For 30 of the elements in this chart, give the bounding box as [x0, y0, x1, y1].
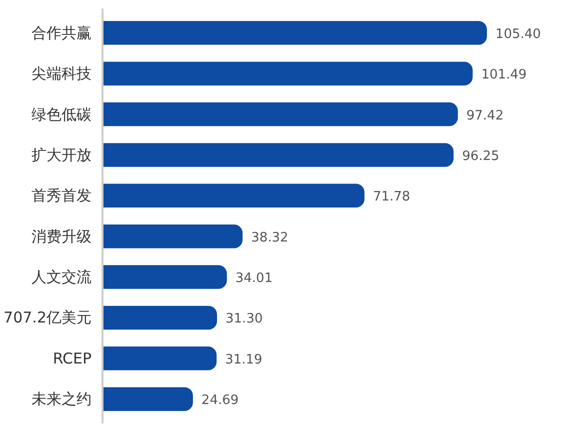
data-label: 71.78 — [372, 190, 410, 205]
bar — [102, 346, 217, 370]
data-label: 31.30 — [226, 312, 263, 327]
y-tick-label: 扩大开放 — [32, 146, 92, 164]
y-tick-label: 绿色低碳 — [32, 105, 92, 124]
bar — [102, 143, 454, 167]
bar — [102, 224, 243, 248]
data-label: 34.01 — [235, 271, 273, 286]
data-label: 96.25 — [462, 148, 500, 164]
y-tick-label: 首秀首发 — [32, 186, 92, 205]
data-label: 101.49 — [481, 68, 527, 83]
y-tick-label: 707.2亿美元 — [4, 308, 92, 327]
y-tick-label: 合作共赢 — [32, 24, 92, 42]
bar — [102, 265, 227, 289]
y-tick-label: 尖端科技 — [32, 64, 92, 83]
y-tick-label: RCEP — [52, 349, 92, 368]
y-tick-label: 未来之约 — [32, 390, 92, 408]
bar — [102, 102, 458, 126]
bar — [102, 387, 193, 411]
data-label: 105.40 — [495, 26, 541, 42]
data-label: 24.69 — [201, 393, 239, 408]
bar — [102, 306, 218, 330]
data-label: 31.19 — [225, 352, 262, 368]
data-label: 38.32 — [251, 230, 288, 246]
data-label: 97.42 — [466, 108, 504, 124]
bar — [102, 21, 487, 45]
bar — [102, 62, 473, 86]
y-tick-label: 消费升级 — [32, 227, 92, 246]
bar — [102, 184, 364, 208]
y-tick-label: 人文交流 — [32, 268, 92, 286]
